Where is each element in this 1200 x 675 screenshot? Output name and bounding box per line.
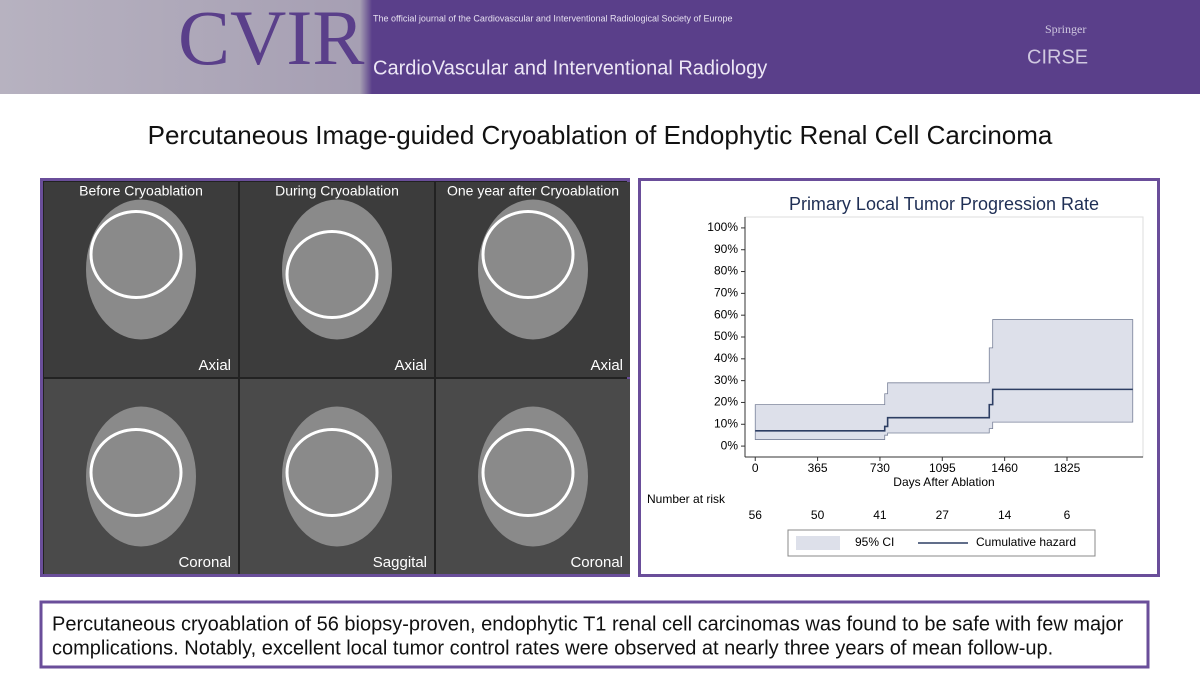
column-label: During Cryoablation: [275, 183, 399, 199]
column-label: Before Cryoablation: [79, 183, 203, 199]
y-tick-label: 100%: [707, 220, 738, 234]
lesion-circle: [89, 428, 183, 517]
view-label: Axial: [394, 357, 427, 374]
publisher: Springer: [1045, 22, 1086, 36]
x-tick-label: 1825: [1054, 461, 1081, 475]
x-tick-label: 730: [870, 461, 890, 475]
tagline: The official journal of the Cardiovascul…: [373, 13, 733, 23]
x-tick-label: 0: [752, 461, 759, 475]
y-tick-label: 20%: [714, 395, 738, 409]
y-tick-label: 0%: [721, 438, 739, 452]
header-bar: [0, 0, 1200, 94]
risk-value: 41: [873, 508, 887, 522]
y-tick-label: 70%: [714, 286, 738, 300]
society: CIRSE: [1027, 46, 1088, 68]
journal-name: CardioVascular and Interventional Radiol…: [373, 57, 767, 79]
lesion-circle: [89, 210, 183, 299]
legend-swatch: [796, 536, 840, 550]
y-tick-label: 10%: [714, 416, 738, 430]
logo: CVIR: [178, 0, 364, 81]
x-tick-label: 1095: [929, 461, 956, 475]
risk-label: Number at risk: [647, 492, 726, 506]
kidney: [478, 199, 588, 340]
y-tick-label: 80%: [714, 264, 738, 278]
lesion-circle: [285, 428, 379, 517]
summary-line: complications. Notably, excellent local …: [52, 637, 1053, 659]
summary-line: Percutaneous cryoablation of 56 biopsy-p…: [52, 613, 1124, 635]
kidney: [86, 199, 196, 340]
page-title: Percutaneous Image-guided Cryoablation o…: [148, 120, 1053, 150]
y-tick-label: 40%: [714, 351, 738, 365]
y-tick-label: 30%: [714, 373, 738, 387]
risk-value: 14: [998, 508, 1012, 522]
risk-value: 27: [936, 508, 950, 522]
x-axis-label: Days After Ablation: [893, 475, 994, 489]
view-label: Saggital: [373, 554, 427, 571]
risk-value: 56: [749, 508, 763, 522]
legend-label: Cumulative hazard: [976, 535, 1076, 549]
lesion-circle: [481, 210, 575, 299]
lesion-circle: [285, 230, 379, 319]
y-tick-label: 60%: [714, 307, 738, 321]
view-label: Coronal: [178, 554, 231, 571]
x-tick-label: 1460: [991, 461, 1018, 475]
summary-box: [39, 600, 1150, 669]
y-tick-label: 50%: [714, 329, 738, 343]
legend-label: 95% CI: [855, 535, 894, 549]
hazard-line: [755, 388, 1133, 432]
risk-value: 6: [1064, 508, 1071, 522]
ci-band: [754, 319, 1134, 440]
lesion-circle: [481, 428, 575, 517]
risk-value: 50: [811, 508, 825, 522]
x-tick-label: 365: [808, 461, 828, 475]
y-tick-label: 90%: [714, 242, 738, 256]
column-label: One year after Cryoablation: [447, 183, 619, 199]
view-label: Axial: [198, 357, 231, 374]
view-label: Axial: [590, 357, 623, 374]
view-label: Coronal: [570, 554, 623, 571]
chart-title: Primary Local Tumor Progression Rate: [789, 194, 1099, 214]
